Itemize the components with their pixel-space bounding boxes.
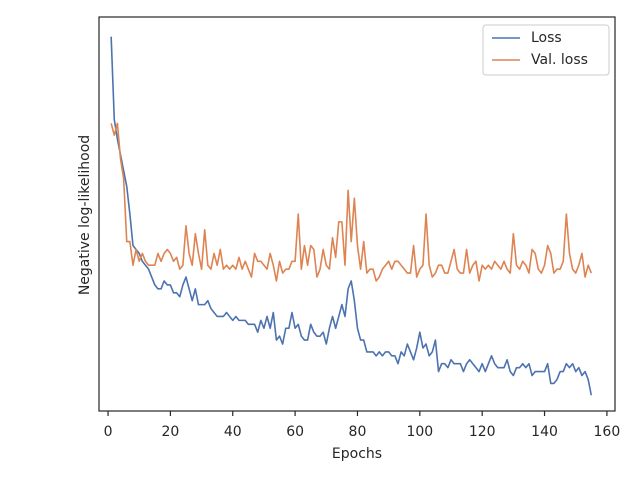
x-tick-label: 120 — [469, 424, 496, 440]
x-tick-label: 60 — [286, 424, 304, 440]
legend-label: Loss — [531, 30, 562, 46]
x-tick-label: 20 — [161, 424, 179, 440]
x-axis-label: Epochs — [332, 446, 382, 462]
legend-label: Val. loss — [531, 52, 588, 68]
plot-area — [98, 16, 616, 412]
x-tick-label: 40 — [224, 424, 242, 440]
x-tick-label: 100 — [406, 424, 433, 440]
x-tick-label: 140 — [531, 424, 558, 440]
x-tick-label: 80 — [349, 424, 367, 440]
x-tick-label: 0 — [104, 424, 113, 440]
line-series — [110, 36, 593, 396]
x-tick-label: 160 — [594, 424, 621, 440]
y-axis-label: Negative log-likelihood — [77, 135, 93, 295]
line-series — [110, 122, 593, 282]
